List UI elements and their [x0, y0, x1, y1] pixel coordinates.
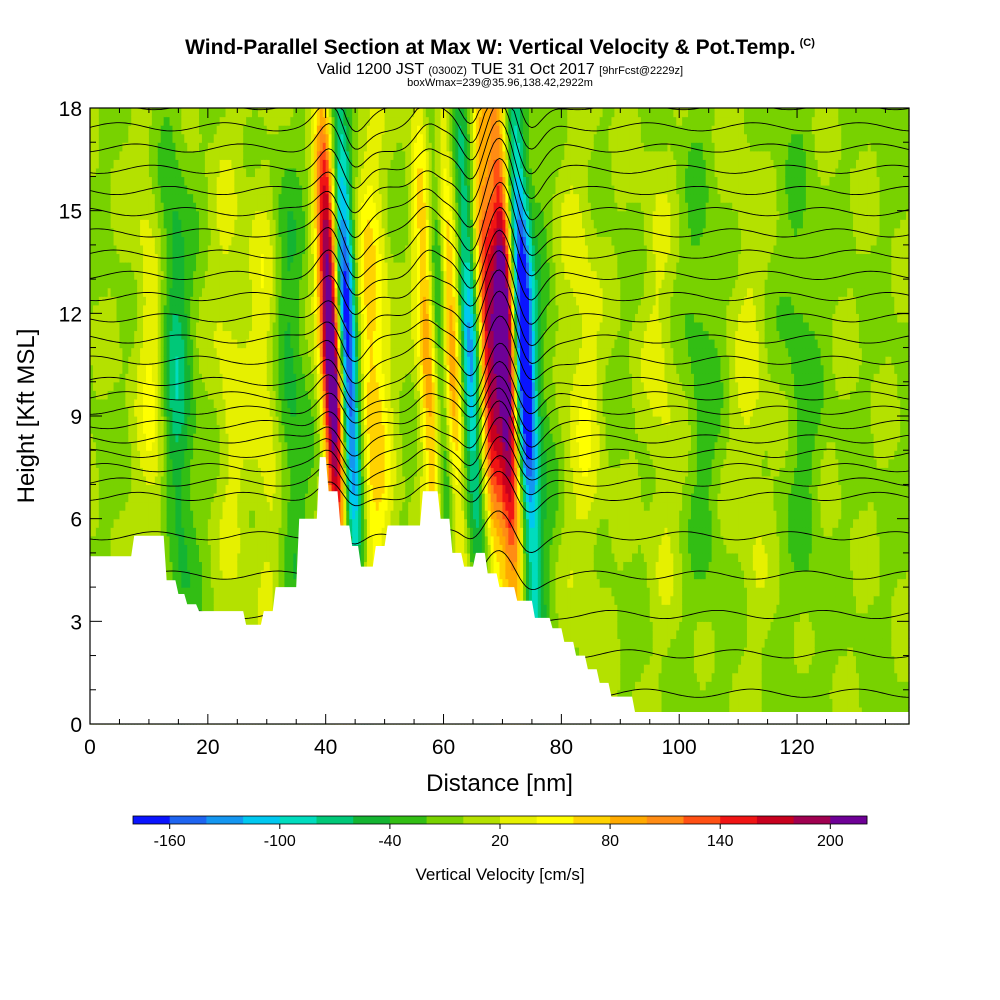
cross-section-chart: 0 20 40 60 80 100 1200369121518Distance [nm]He…	[0, 0, 1000, 1000]
